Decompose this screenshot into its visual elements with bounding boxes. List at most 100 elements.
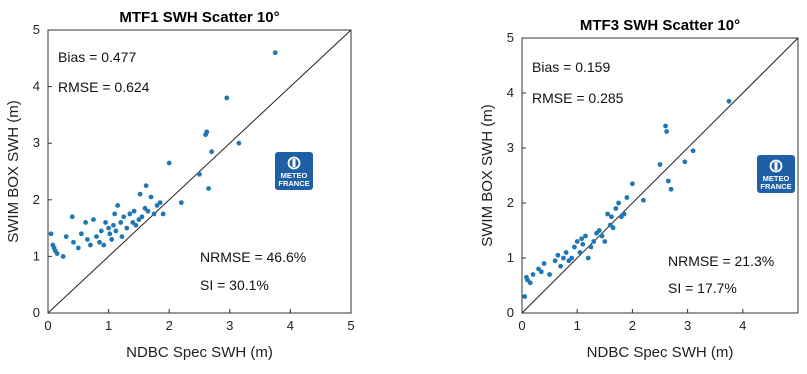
logo-background (275, 152, 313, 190)
chart-title: MTF3 SWH Scatter 10° (580, 17, 740, 34)
data-point (137, 191, 143, 197)
x-axis-label: NDBC Spec SWH (m) (587, 344, 734, 361)
data-point (204, 129, 210, 135)
data-point (558, 263, 564, 269)
data-point (665, 178, 671, 184)
data-point (663, 123, 668, 129)
data-point (563, 250, 569, 255)
axes-frame (47, 29, 352, 314)
si-annotation: SI = 30.1% (200, 277, 269, 293)
data-point (591, 239, 597, 244)
data-point (602, 239, 608, 244)
x-tick-label: 0 (44, 318, 51, 333)
y-tick-label: 3 (507, 140, 514, 155)
y-tick-label: 1 (33, 248, 40, 263)
x-tick-label: 2 (629, 318, 636, 333)
logo-emblem-icon (769, 159, 783, 173)
y-tick-label: 0 (507, 305, 514, 320)
data-point (115, 203, 121, 208)
chart-title: MTF1 SWH Scatter 10° (119, 9, 279, 26)
data-point (131, 208, 137, 214)
data-point (726, 98, 732, 104)
data-point (145, 208, 151, 214)
data-point (88, 242, 93, 248)
data-point (101, 242, 107, 248)
data-point (54, 251, 60, 256)
data-point (103, 220, 108, 225)
data-point (130, 220, 136, 225)
logo-emblem-icon (287, 156, 301, 170)
data-point (569, 255, 575, 261)
data-point (599, 233, 605, 239)
data-point (664, 129, 670, 134)
x-axis-label: NDBC Spec SWH (m) (126, 344, 273, 361)
data-point (109, 237, 115, 242)
data-point (111, 222, 116, 228)
data-point (574, 239, 580, 244)
data-point (112, 211, 118, 217)
reference-line (47, 29, 352, 314)
si-annotation: SI = 17.7% (668, 280, 737, 296)
data-point (119, 234, 125, 239)
data-point (157, 200, 163, 206)
data-point (561, 255, 566, 261)
data-point (272, 50, 278, 56)
y-tick-label: 2 (33, 192, 40, 207)
data-point (107, 231, 113, 237)
data-point (143, 183, 149, 189)
y-tick-label: 5 (507, 30, 514, 45)
data-point (75, 245, 81, 251)
data-point (142, 205, 148, 211)
data-point (209, 149, 215, 155)
chart-svg-mtf1: 0 1 2 3 4 5 0 1 2 3 4 5 MTF1 SWH Scatter 10° NDBC Spe… (5, 9, 355, 361)
y-tick-label: 0 (33, 305, 40, 320)
y-tick-label: 3 (33, 135, 40, 150)
data-point (83, 220, 88, 225)
data-point (624, 195, 630, 200)
x-tick-label: 4 (287, 318, 294, 333)
data-point (160, 211, 166, 217)
data-point (178, 200, 184, 206)
data-point (154, 203, 160, 208)
logo-text-line1: METEO (763, 174, 790, 183)
logo-emblem-bar (292, 159, 296, 167)
rmse-annotation: RMSE = 0.285 (532, 90, 624, 106)
scatter-chart-mtf1: 0 1 2 3 4 5 0 1 2 3 4 5 MTF1 SWH Scatter 10° NDBC Spe… (0, 0, 395, 374)
data-point (133, 222, 139, 228)
data-point (547, 272, 552, 277)
data-point (94, 234, 99, 239)
x-tick-label: 3 (226, 318, 233, 333)
data-point (690, 148, 696, 154)
data-point (69, 214, 75, 220)
data-point (610, 225, 616, 231)
data-point (577, 250, 583, 255)
data-point (527, 280, 533, 286)
logo-background (757, 155, 795, 193)
data-point (106, 225, 111, 231)
bias-annotation: Bias = 0.477 (58, 49, 136, 65)
reference-line (521, 37, 799, 314)
data-point (572, 244, 577, 250)
logo-text-line1: METEO (281, 171, 308, 180)
data-point (552, 258, 558, 264)
y-tick-label: 4 (507, 85, 514, 100)
data-point (555, 252, 561, 258)
y-axis-label: SWIM BOX SWH (m) (479, 104, 496, 247)
data-point (616, 200, 621, 206)
data-point (113, 228, 119, 234)
data-point (580, 241, 586, 247)
logo-text-line2: FRANCE (760, 182, 791, 191)
data-point (541, 261, 547, 266)
data-point (236, 140, 242, 146)
data-point (124, 225, 130, 231)
data-point (197, 171, 202, 177)
data-point (127, 211, 133, 217)
data-point (224, 95, 230, 101)
data-point (166, 160, 172, 166)
data-point (139, 214, 145, 220)
data-point (151, 211, 157, 217)
data-point (538, 269, 544, 275)
x-tick-label: 2 (166, 318, 173, 333)
data-point (91, 217, 96, 223)
